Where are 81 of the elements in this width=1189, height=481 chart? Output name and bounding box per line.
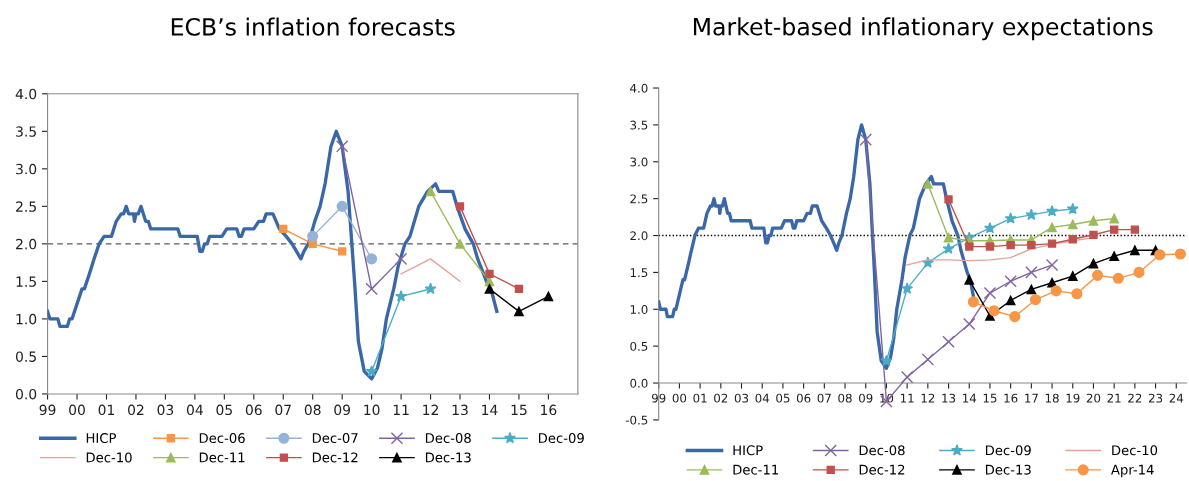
x-tick-label: 10 bbox=[364, 404, 380, 416]
y-tick-label: 1.0 bbox=[16, 313, 37, 325]
y-tick-label: 4.0 bbox=[630, 83, 648, 93]
x-tick-label: 04 bbox=[755, 393, 770, 403]
x-tick-label: 16 bbox=[1004, 393, 1018, 403]
legend-label: Dec-13 bbox=[425, 452, 471, 463]
y-tick-label: 0.5 bbox=[630, 341, 648, 351]
y-tick-label: 3.5 bbox=[16, 126, 36, 137]
x-tick-label: 21 bbox=[1107, 393, 1121, 403]
y-tick-label: 3.0 bbox=[630, 157, 648, 167]
y-tick-label: 3.0 bbox=[16, 163, 37, 175]
chart-title: Market-based inflationary expectations bbox=[693, 17, 1153, 41]
x-tick-label: 11 bbox=[393, 404, 409, 415]
x-tick-label: 04 bbox=[186, 404, 203, 416]
x-tick-label: 08 bbox=[304, 404, 321, 416]
legend-label: Dec-11 bbox=[733, 464, 779, 475]
legend-label: Dec-08 bbox=[425, 433, 471, 444]
x-tick-label: 00 bbox=[69, 404, 85, 416]
x-tick-label: 06 bbox=[245, 404, 262, 416]
legend-label: Dec-10 bbox=[86, 452, 132, 463]
legend-label: Dec-10 bbox=[1112, 445, 1158, 456]
x-tick-label: 07 bbox=[275, 404, 291, 416]
x-tick-label: 00 bbox=[672, 393, 687, 403]
x-tick-label: 06 bbox=[796, 393, 811, 403]
y-tick-label: 2.0 bbox=[630, 231, 648, 241]
y-tick-label: 2.0 bbox=[16, 238, 37, 250]
x-tick-label: 05 bbox=[776, 393, 790, 403]
x-tick-label: 99 bbox=[651, 393, 666, 403]
x-tick-label: 24 bbox=[1169, 393, 1184, 403]
y-tick-label: -0.5 bbox=[625, 415, 648, 425]
x-tick-label: 09 bbox=[859, 393, 873, 403]
x-tick-label: 02 bbox=[714, 393, 728, 403]
x-tick-label: 05 bbox=[216, 404, 232, 416]
x-tick-label: 15 bbox=[983, 393, 997, 403]
x-tick-label: 12 bbox=[921, 393, 935, 403]
x-tick-label: 14 bbox=[963, 393, 977, 403]
x-tick-label: 14 bbox=[482, 404, 498, 415]
y-tick-label: 0.0 bbox=[630, 378, 648, 388]
x-tick-label: 18 bbox=[1045, 393, 1059, 403]
legend-label: Dec-09 bbox=[539, 433, 584, 444]
y-tick-label: 1.5 bbox=[16, 276, 36, 287]
legend-label: Apr-14 bbox=[1111, 464, 1154, 478]
x-tick-label: 16 bbox=[541, 404, 557, 416]
y-tick-label: 0.5 bbox=[15, 351, 36, 362]
legend-label: Dec-11 bbox=[199, 452, 245, 463]
y-tick-label: 4.0 bbox=[15, 88, 37, 100]
x-tick-label: 01 bbox=[693, 393, 707, 403]
y-tick-label: 2.5 bbox=[630, 194, 648, 204]
legend-label: Dec-12 bbox=[859, 464, 905, 475]
x-tick-label: 13 bbox=[452, 404, 468, 416]
legend-label: Dec-12 bbox=[312, 452, 358, 463]
x-tick-label: 23 bbox=[1148, 393, 1163, 403]
x-tick-label: 09 bbox=[334, 404, 351, 416]
x-tick-label: 22 bbox=[1128, 393, 1142, 403]
y-tick-label: 1.0 bbox=[630, 305, 648, 314]
legend-label: Dec-09 bbox=[985, 445, 1031, 456]
chart-title: ECB’s inflation forecasts bbox=[171, 17, 455, 36]
legend-label: HICP bbox=[733, 445, 763, 456]
x-tick-label: 03 bbox=[734, 393, 749, 403]
x-tick-label: 12 bbox=[423, 404, 438, 415]
x-tick-label: 17 bbox=[1025, 393, 1038, 403]
x-tick-label: 99 bbox=[39, 404, 56, 416]
y-tick-label: 2.5 bbox=[16, 201, 36, 212]
x-tick-label: 03 bbox=[157, 404, 174, 416]
legend-label: HICP bbox=[86, 433, 117, 444]
y-tick-label: 1.5 bbox=[630, 268, 648, 278]
legend-label: Dec-06 bbox=[199, 433, 245, 444]
y-tick-label: 0.0 bbox=[15, 388, 37, 400]
legend-label: Dec-07 bbox=[312, 433, 358, 444]
legend-label: Dec-13 bbox=[985, 464, 1031, 475]
x-tick-label: 20 bbox=[1086, 393, 1101, 403]
x-tick-label: 11 bbox=[900, 393, 914, 403]
x-tick-label: 19 bbox=[1066, 393, 1080, 403]
x-tick-label: 08 bbox=[838, 393, 852, 403]
x-tick-label: 02 bbox=[128, 404, 144, 416]
x-tick-label: 13 bbox=[942, 393, 956, 403]
y-tick-label: 3.5 bbox=[630, 120, 648, 130]
x-tick-label: 15 bbox=[511, 404, 527, 416]
x-tick-label: 01 bbox=[98, 404, 115, 416]
legend-label: Dec-08 bbox=[859, 445, 905, 456]
x-tick-label: 07 bbox=[817, 393, 831, 403]
